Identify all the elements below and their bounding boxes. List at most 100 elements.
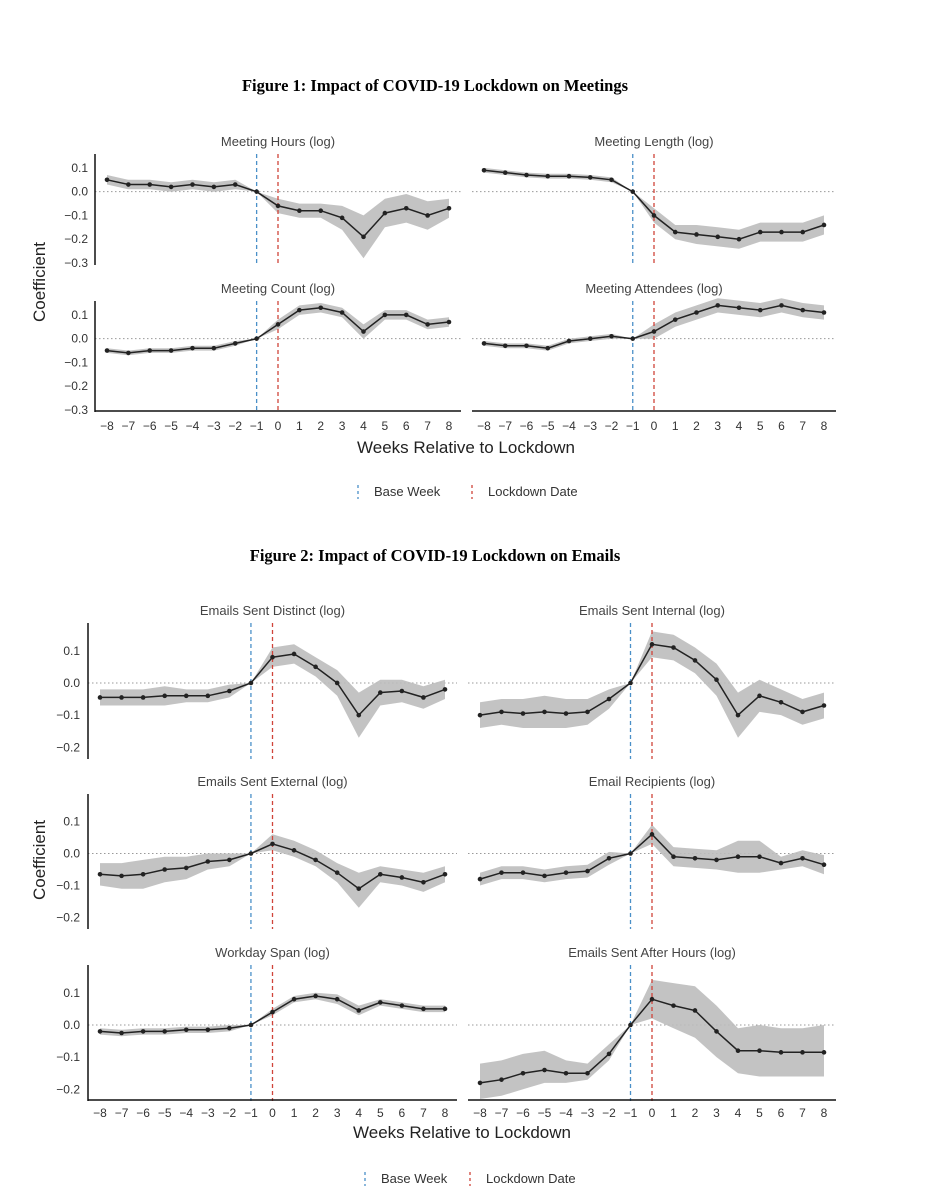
x-tick-label: 8 — [442, 1106, 449, 1120]
data-point — [800, 307, 806, 313]
y-tick-label: 0.0 — [63, 1018, 80, 1032]
data-point — [649, 642, 655, 647]
x-tick-label: 3 — [714, 419, 721, 433]
data-point — [442, 871, 448, 877]
legend-lockdown-date-label: Lockdown Date — [486, 1171, 576, 1186]
data-point — [248, 851, 254, 856]
data-point — [800, 856, 805, 861]
data-point — [97, 1029, 103, 1034]
y-tick-label: 0.0 — [71, 332, 88, 346]
data-point — [442, 1006, 448, 1012]
data-point — [779, 229, 784, 235]
x-tick-label: −5 — [158, 1106, 172, 1120]
data-point — [545, 345, 551, 351]
data-point — [566, 338, 572, 344]
data-point — [714, 1029, 719, 1034]
figure-1-panel-4: Meeting Attendees (log) −8 −7 −6 −5 −4 −3 −2 −1 0… — [472, 281, 836, 433]
data-point — [140, 871, 146, 877]
x-tick-label: −5 — [164, 419, 178, 433]
x-tick-label: 0 — [269, 1106, 276, 1120]
data-point — [205, 859, 211, 864]
x-tick-label: −4 — [562, 419, 576, 433]
data-point — [403, 206, 409, 211]
figure-1-y-axis-label: Coefficient — [30, 242, 49, 322]
data-point — [227, 857, 232, 863]
data-point — [403, 312, 409, 318]
data-point — [275, 322, 281, 327]
data-point — [545, 173, 551, 179]
data-point — [140, 1029, 146, 1034]
data-point — [119, 695, 124, 700]
x-tick-label: −1 — [624, 1106, 638, 1120]
data-point — [628, 680, 633, 686]
y-tick-label: −0.2 — [56, 910, 80, 924]
data-point — [361, 234, 366, 240]
x-tick-label: 2 — [317, 419, 324, 433]
figure-2-legend: Base Week Lockdown Date — [364, 1171, 576, 1186]
data-point — [104, 348, 110, 353]
data-point — [672, 317, 678, 322]
data-point — [339, 310, 345, 315]
data-point — [628, 1022, 633, 1028]
data-point — [520, 1070, 526, 1076]
data-point — [563, 711, 569, 716]
data-point — [736, 305, 742, 311]
data-point — [606, 1051, 612, 1057]
x-tick-label: −4 — [179, 1106, 193, 1120]
data-point — [313, 664, 318, 670]
data-point — [800, 709, 805, 715]
figure-1-title: Figure 1: Impact of COVID-19 Lockdown on… — [241, 76, 629, 95]
data-point — [190, 345, 195, 351]
data-point — [778, 860, 784, 866]
x-tick-label: 4 — [736, 419, 743, 433]
data-point — [499, 870, 504, 875]
y-tick-label: −0.2 — [56, 1082, 80, 1096]
panel-title: Meeting Length (log) — [594, 134, 713, 149]
y-tick-label: −0.3 — [64, 256, 88, 270]
y-tick-label: 0.1 — [71, 161, 88, 175]
data-point — [104, 177, 110, 183]
x-tick-label: −1 — [244, 1106, 258, 1120]
data-point — [715, 234, 721, 240]
data-point — [735, 1048, 741, 1054]
data-point — [361, 329, 366, 334]
panel-title: Emails Sent External (log) — [197, 774, 347, 789]
x-tick-label: 1 — [291, 1106, 298, 1120]
figure-1-panel-2: Meeting Length (log) — [472, 134, 836, 265]
y-tick-label: −0.2 — [64, 379, 88, 393]
data-point — [205, 1027, 211, 1033]
data-point — [499, 709, 504, 715]
x-tick-label: 8 — [446, 419, 453, 433]
y-tick-label: 0.1 — [71, 308, 88, 322]
data-point — [587, 336, 593, 341]
data-point — [672, 229, 678, 235]
x-tick-label: −3 — [581, 1106, 595, 1120]
data-point — [399, 875, 405, 880]
x-tick-label: −6 — [136, 1106, 150, 1120]
data-point — [735, 854, 741, 860]
figure-2-title: Figure 2: Impact of COVID-19 Lockdown on… — [249, 546, 621, 565]
x-tick-label: −7 — [115, 1106, 129, 1120]
data-point — [714, 857, 719, 863]
data-point — [168, 348, 174, 353]
data-point — [270, 654, 275, 660]
x-tick-label: 0 — [649, 1106, 656, 1120]
x-tick-label: 2 — [692, 1106, 699, 1120]
data-point — [254, 189, 259, 194]
data-point — [205, 693, 211, 699]
data-point — [356, 886, 362, 891]
data-point — [442, 687, 448, 692]
panel-title: Meeting Hours (log) — [221, 134, 335, 149]
x-tick-label: −2 — [223, 1106, 237, 1120]
confidence-band — [480, 979, 824, 1099]
data-point — [499, 1077, 504, 1082]
data-point — [291, 996, 297, 1002]
data-point — [778, 699, 784, 705]
data-point — [126, 182, 131, 187]
data-point — [585, 1070, 590, 1076]
data-point — [356, 1008, 362, 1013]
x-tick-label: 0 — [651, 419, 658, 433]
data-point — [339, 215, 345, 221]
data-point — [183, 865, 189, 871]
x-tick-label: −8 — [93, 1106, 107, 1120]
